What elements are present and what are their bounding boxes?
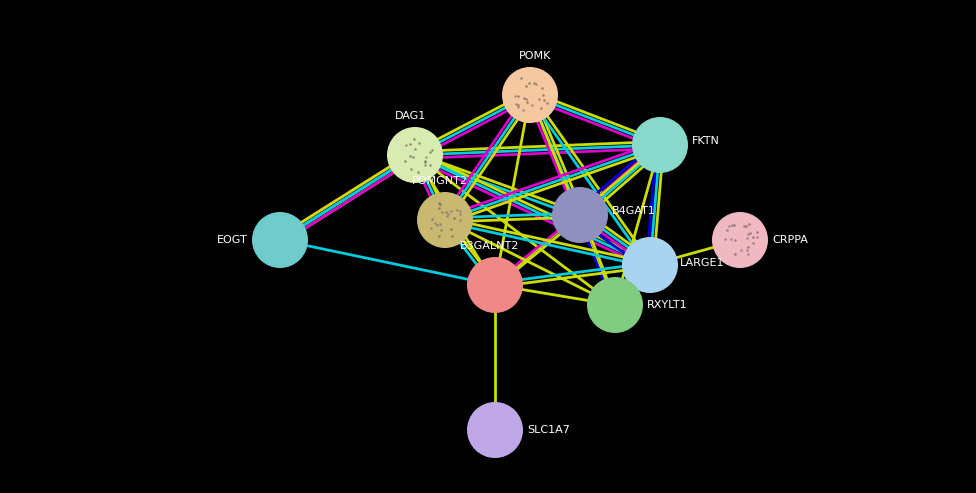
Text: B3GALNT2: B3GALNT2: [461, 241, 519, 251]
Text: POMGNT2: POMGNT2: [412, 176, 468, 186]
Text: FKTN: FKTN: [692, 136, 720, 146]
Circle shape: [252, 212, 308, 268]
Circle shape: [622, 237, 678, 293]
Circle shape: [417, 192, 473, 248]
Circle shape: [587, 277, 643, 333]
Circle shape: [387, 127, 443, 183]
Circle shape: [502, 67, 558, 123]
Circle shape: [552, 187, 608, 243]
Circle shape: [712, 212, 768, 268]
Text: POMK: POMK: [519, 51, 551, 61]
Text: B4GAT1: B4GAT1: [612, 206, 656, 216]
Text: LARGE1: LARGE1: [680, 258, 724, 268]
Circle shape: [467, 257, 523, 313]
Text: EOGT: EOGT: [218, 235, 248, 245]
Circle shape: [632, 117, 688, 173]
Circle shape: [467, 402, 523, 458]
Text: DAG1: DAG1: [394, 111, 426, 121]
Text: RXYLT1: RXYLT1: [647, 300, 688, 310]
Text: SLC1A7: SLC1A7: [527, 425, 570, 435]
Text: CRPPA: CRPPA: [772, 235, 808, 245]
